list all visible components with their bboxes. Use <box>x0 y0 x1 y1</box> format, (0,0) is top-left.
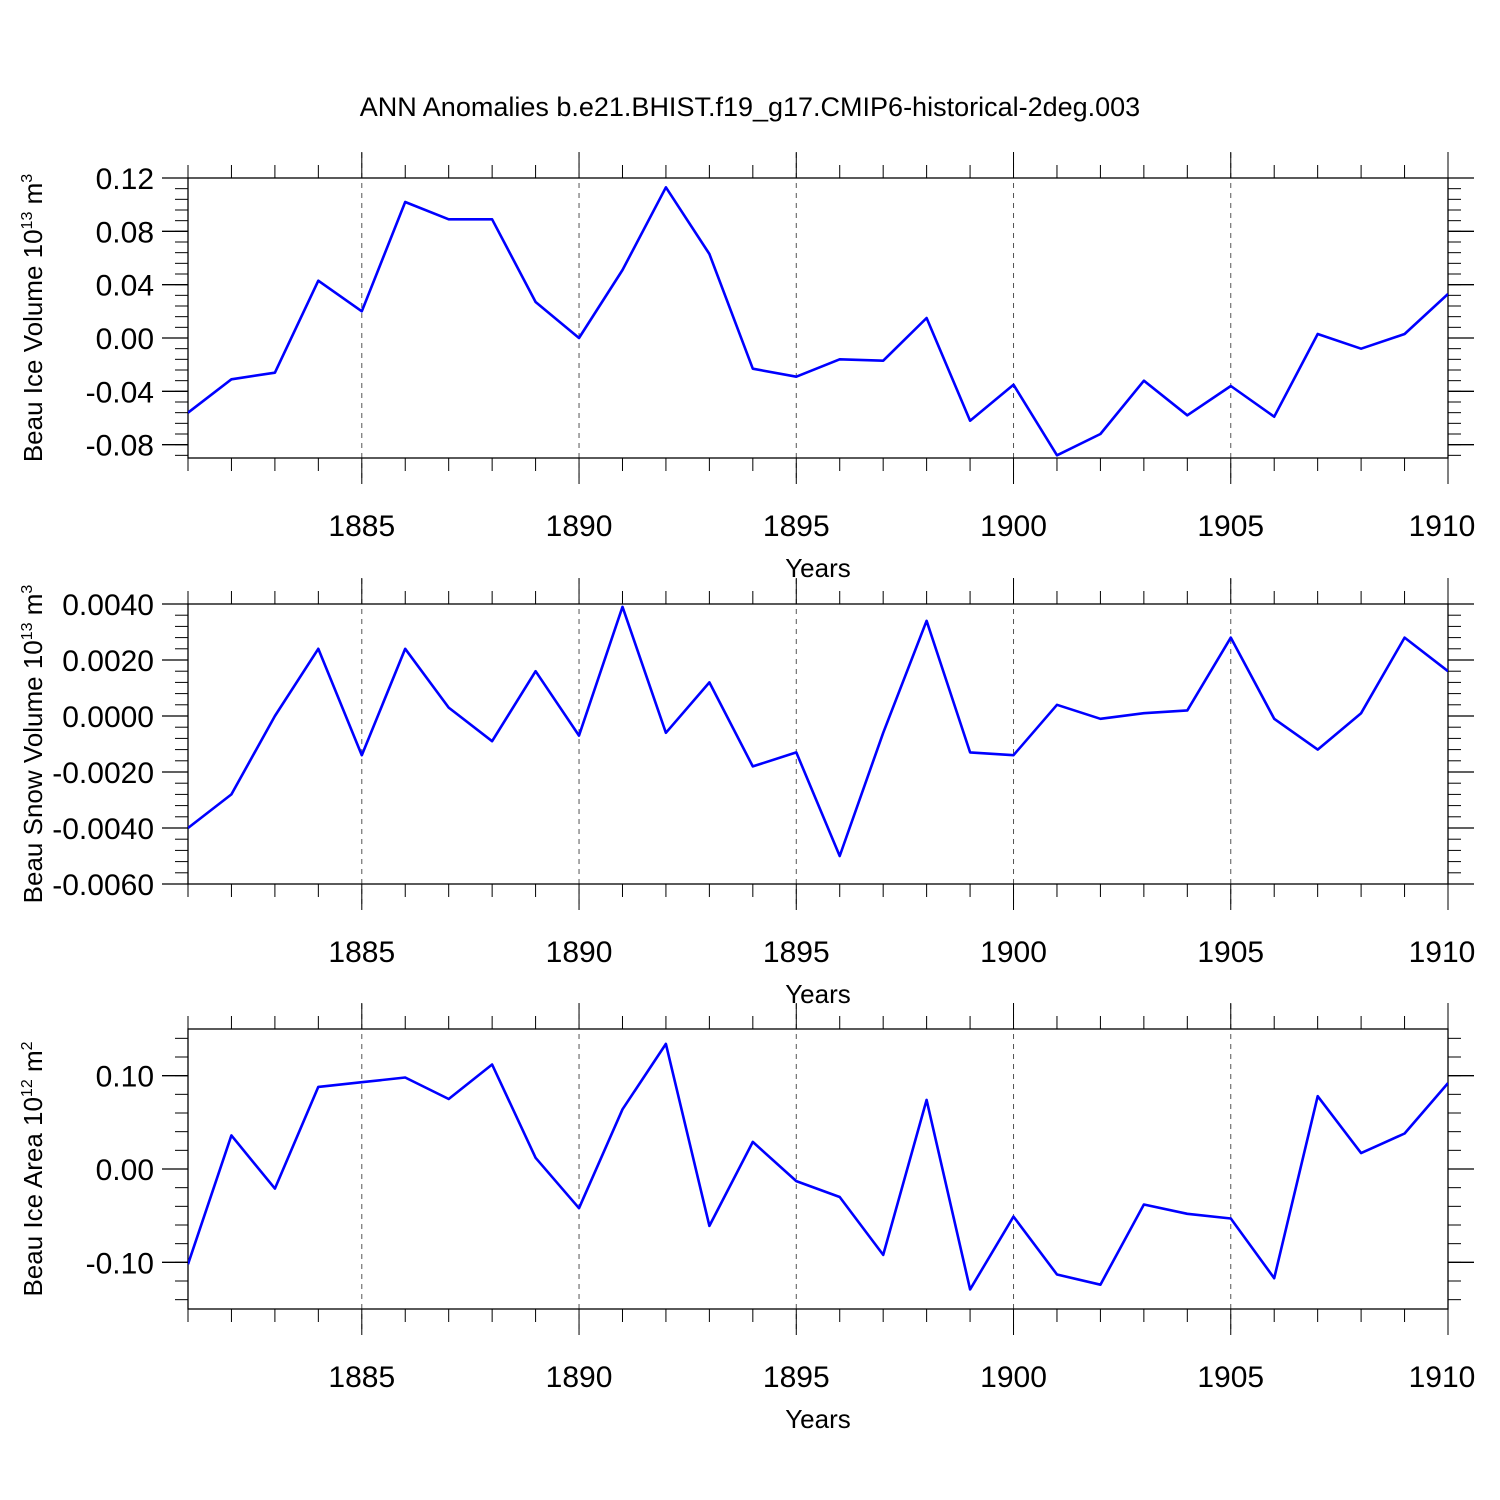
x-tick-label: 1900 <box>980 1361 1047 1394</box>
chart-panel-1: 0.12 0.08 0.04 0.00 -0.04 -0.08 1885 1890 1895 19… <box>18 152 1475 583</box>
y-axis-title: Beau Ice Area 1012 m2 <box>18 1041 48 1296</box>
y-axis-title-superscript: 3 <box>19 585 36 594</box>
y-tick-label: 0.08 <box>96 216 154 249</box>
chart-panel-3: 0.10 0.00 -0.10 1885 1890 1895 1900 1905 1910 Yea… <box>18 1003 1475 1434</box>
y-tick-label: -0.04 <box>86 376 154 409</box>
x-tick-label: 1905 <box>1197 936 1264 969</box>
series-line <box>188 186 1448 457</box>
y-axis-title-part: Beau Snow Volume 10 <box>18 640 48 903</box>
figure-title: ANN Anomalies b.e21.BHIST.f19_g17.CMIP6-… <box>360 92 1140 122</box>
plot-frame <box>187 1028 1449 1310</box>
x-axis-title: Years <box>785 1404 851 1434</box>
x-tick-label: 1910 <box>1409 1361 1476 1394</box>
x-tick-label: 1905 <box>1197 1361 1264 1394</box>
y-axis-title-superscript: 13 <box>19 622 36 640</box>
x-tick-label: 1910 <box>1409 510 1476 543</box>
y-axis-title-part: Beau Ice Area 10 <box>18 1097 48 1296</box>
y-axis-title-superscript: 3 <box>19 174 36 183</box>
x-tick-label: 1890 <box>546 510 613 543</box>
x-axis-title: Years <box>785 979 851 1009</box>
x-tick-label: 1895 <box>763 936 830 969</box>
x-tick-label: 1900 <box>980 936 1047 969</box>
x-tick-label: 1905 <box>1197 510 1264 543</box>
x-tick-label: 1900 <box>980 510 1047 543</box>
y-axis-title-superscript: 2 <box>19 1041 36 1050</box>
series-line <box>188 605 1448 858</box>
y-tick-label: 0.0000 <box>62 701 154 734</box>
y-tick-label: -0.08 <box>86 430 154 463</box>
y-tick-label: -0.0060 <box>52 869 154 902</box>
y-axis-title-superscript: 13 <box>19 212 36 230</box>
y-axis-title-part: m <box>18 1050 48 1079</box>
x-tick-label: 1895 <box>763 1361 830 1394</box>
y-axis-title-part: Beau Ice Volume 10 <box>18 229 48 462</box>
x-tick-label: 1890 <box>546 936 613 969</box>
y-tick-label: 0.00 <box>96 1154 154 1187</box>
x-tick-label: 1885 <box>328 936 395 969</box>
x-tick-label: 1885 <box>328 1361 395 1394</box>
y-tick-label: 0.04 <box>96 270 154 303</box>
y-axis-title-superscript: 12 <box>19 1079 36 1097</box>
y-axis-title-part: m <box>18 183 48 212</box>
y-tick-label: 0.0040 <box>62 589 154 622</box>
chart-panel-2: 0.0040 0.0020 0.0000 -0.0020 -0.0040 -0.0060 1… <box>18 578 1475 1009</box>
y-axis-title: Beau Ice Volume 1013 m3 <box>18 174 48 462</box>
x-tick-label: 1895 <box>763 510 830 543</box>
y-axis-title: Beau Snow Volume 1013 m3 <box>18 585 48 904</box>
x-tick-label: 1890 <box>546 1361 613 1394</box>
y-axis-title-part: m <box>18 594 48 623</box>
y-tick-label: 0.0020 <box>62 645 154 678</box>
series-line <box>188 1042 1448 1291</box>
plot-frame <box>187 177 1449 459</box>
x-axis-title: Years <box>785 553 851 583</box>
y-tick-label: 0.00 <box>96 323 154 356</box>
y-tick-label: 0.10 <box>96 1061 154 1094</box>
plot-frame <box>187 603 1449 885</box>
y-tick-label: -0.0040 <box>52 813 154 846</box>
y-tick-label: -0.0020 <box>52 757 154 790</box>
y-tick-label: 0.12 <box>96 163 154 196</box>
y-tick-label: -0.10 <box>86 1247 154 1280</box>
x-tick-label: 1885 <box>328 510 395 543</box>
x-tick-label: 1910 <box>1409 936 1476 969</box>
